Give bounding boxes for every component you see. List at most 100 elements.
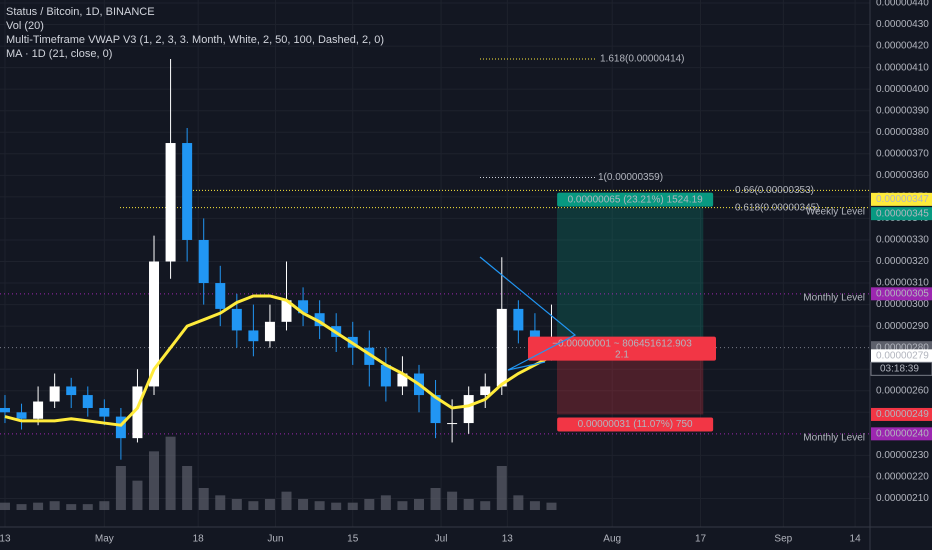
volume-bar <box>513 495 524 510</box>
volume-bar <box>480 501 491 510</box>
y-tick-label: 0.00000230 <box>876 450 929 461</box>
candle-body <box>513 308 524 331</box>
volume-bar <box>331 502 342 510</box>
y-tick-label: 0.00000390 <box>876 105 929 116</box>
volume-bar <box>347 502 358 510</box>
y-tick-label: 0.00000260 <box>876 385 929 396</box>
candle-body <box>132 386 143 439</box>
y-tick-label: 0.00000210 <box>876 493 929 504</box>
candle-body <box>397 373 408 387</box>
plot: Weekly Level Monthly Level Monthly Level 1.… <box>0 0 870 527</box>
volume-bar <box>82 504 93 510</box>
x-tick-label: 13 <box>502 534 514 545</box>
legend-line: MA · 1D (21, close, 0) <box>6 48 112 60</box>
candle-body <box>480 386 491 396</box>
level-label: Weekly Level <box>806 206 865 217</box>
legend-line: Vol (20) <box>6 20 44 32</box>
candle-body <box>165 143 176 262</box>
volume-bar <box>99 501 110 510</box>
price-label-bg <box>871 207 932 221</box>
y-tick-label: 0.00000220 <box>876 472 929 483</box>
candle-body <box>281 300 292 322</box>
candle-body <box>430 395 441 424</box>
price-label: 0.00000249 <box>876 409 929 420</box>
volume-bar <box>198 488 209 510</box>
price-label: 0.00000345 <box>876 208 929 219</box>
price-label: 0.00000240 <box>876 428 929 439</box>
y-tick-label: 0.00000330 <box>876 235 929 246</box>
candle-body <box>231 308 242 331</box>
y-tick-label: 0.00000290 <box>876 321 929 332</box>
volume-bar <box>115 466 126 510</box>
target-label: 0.00000065 (23.21%) 1524.19 <box>568 194 704 205</box>
stop-label: 0.00000031 (11.07%) 750 <box>578 419 693 430</box>
volume-bar <box>463 499 474 510</box>
profit-zone <box>556 207 704 348</box>
volume-bar <box>364 499 375 510</box>
countdown: 03:18:39 <box>880 363 919 374</box>
price-label: 0.00000347 <box>876 194 929 205</box>
legend-line: Status / Bitcoin, 1D, BINANCE <box>6 6 155 18</box>
price-label-bg <box>871 427 932 441</box>
candle-body <box>248 330 259 342</box>
volume-bar <box>132 480 143 510</box>
volume-bar <box>314 501 325 510</box>
candle-body <box>66 386 77 396</box>
candle-body <box>149 261 160 387</box>
level-label: Monthly Level <box>803 432 865 443</box>
volume-bar <box>281 491 292 510</box>
volume-bar <box>248 501 259 510</box>
candle-body <box>380 364 391 387</box>
y-tick-label: 0.00000400 <box>876 84 929 95</box>
y-tick-label: 0.00000360 <box>876 170 929 181</box>
x-tick-label: 17 <box>695 534 707 545</box>
volume-bar <box>546 502 557 510</box>
candle-body <box>447 423 458 425</box>
volume-bar <box>66 504 77 510</box>
y-tick-label: 0.00000310 <box>876 278 929 289</box>
candle-body <box>198 239 209 284</box>
candle-body <box>463 395 474 424</box>
candle-body <box>0 407 10 413</box>
fib-label: 1(0.00000359) <box>598 172 663 183</box>
y-tick-label: 0.00000320 <box>876 256 929 267</box>
y-tick-label: 0.00000380 <box>876 127 929 138</box>
x-tick-label: 13 <box>0 534 11 545</box>
candle-body <box>115 416 126 439</box>
candle-body <box>215 283 226 309</box>
volume-bar <box>380 495 391 510</box>
price-label-bg <box>871 407 932 421</box>
price-label-bg <box>871 287 932 301</box>
level-label: Monthly Level <box>803 292 865 303</box>
volume-bar <box>0 502 10 510</box>
volume-bar <box>496 466 507 510</box>
price-label-bg <box>871 192 932 206</box>
volume-bar <box>149 451 160 510</box>
countdown-bg <box>870 361 932 376</box>
triangle-drawing <box>479 256 577 371</box>
legend-line: Multi-Timeframe VWAP V3 (1, 2, 3, 3. Mon… <box>6 34 384 46</box>
volume-bar <box>215 495 226 510</box>
volume-bar <box>16 504 27 510</box>
volume-bar <box>33 502 44 510</box>
candle-body <box>99 407 110 417</box>
x-tick-label: Sep <box>774 534 792 545</box>
candle-body <box>49 386 60 402</box>
center-label: −0.00000001 ~ 806451612.903 <box>552 338 692 349</box>
price-label: 0.00000305 <box>876 288 929 299</box>
fib-label: 0.618(0.00000345) <box>735 202 820 213</box>
candle-body <box>496 308 507 387</box>
price-label: 0.00000279 <box>876 350 929 361</box>
y-tick-label: 0.00000440 <box>876 0 929 9</box>
y-tick-label: 0.00000370 <box>876 148 929 159</box>
volume-bar <box>397 501 408 510</box>
volume-bar <box>49 501 60 510</box>
volume-bar <box>182 466 193 510</box>
x-tick-label: Aug <box>603 534 621 545</box>
center-label-bg <box>528 336 716 361</box>
volume-bar <box>165 436 176 510</box>
stop-label-bg <box>557 417 714 432</box>
